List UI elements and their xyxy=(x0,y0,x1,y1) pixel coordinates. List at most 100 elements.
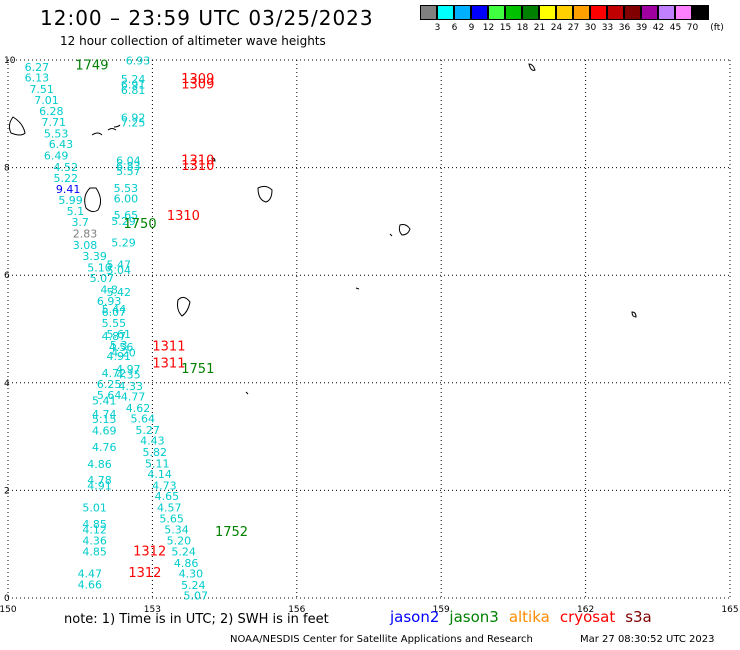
wave-height-value: 5.24 xyxy=(121,73,146,86)
wave-height-value: 5.64 xyxy=(131,413,156,426)
wave-height-value: 4.12 xyxy=(82,523,107,536)
wave-height-value: 4.72 xyxy=(102,367,127,380)
wave-height-value: 5.22 xyxy=(54,172,79,185)
color-swatch xyxy=(573,5,590,20)
wave-height-value: 3.39 xyxy=(82,250,107,263)
axis-tick-labels: 150 153 156 159 162 165 0 2 4 6 8 10 xyxy=(0,56,739,615)
wave-height-value: 5.29 xyxy=(111,237,136,250)
wave-height-value: 5.99 xyxy=(58,194,83,207)
wave-height-value: 5.55 xyxy=(102,317,127,330)
wave-height-value: 4.78 xyxy=(87,474,112,487)
wave-height-value: 6.83 xyxy=(116,160,141,173)
wave-height-value: 4.74 xyxy=(92,408,117,421)
wave-height-value: 6.13 xyxy=(25,72,50,85)
y-tick-label: 6 xyxy=(4,271,10,281)
y-tick-label: 4 xyxy=(4,379,10,389)
wave-height-value: 6.00 xyxy=(114,193,139,206)
wave-height-value: 6.93 xyxy=(126,54,151,67)
pass-time-label: 1312 xyxy=(128,566,161,581)
color-units-label: (ft) xyxy=(710,23,724,33)
island-outline xyxy=(84,187,102,213)
wave-height-value: 4.56 xyxy=(109,341,134,354)
color-swatch xyxy=(556,5,573,20)
wave-height-value: 4.30 xyxy=(179,568,204,581)
color-swatch xyxy=(539,5,556,20)
color-tick-label: 21 xyxy=(533,23,546,33)
wave-height-value: 4.33 xyxy=(118,380,143,393)
pass-time-label: 1310 xyxy=(167,209,200,224)
wave-height-value: 5.42 xyxy=(106,286,131,299)
color-swatch xyxy=(437,5,454,20)
color-swatch xyxy=(471,5,488,20)
page-subtitle: 12 hour collection of altimeter wave hei… xyxy=(60,34,326,48)
island-outline xyxy=(631,311,637,318)
wave-height-value: 4.14 xyxy=(147,468,172,481)
wave-height-value: 4.20 xyxy=(111,346,136,359)
wave-height-value: 4.86 xyxy=(87,458,112,471)
map-grid xyxy=(7,59,731,599)
y-tick-label: 10 xyxy=(4,56,16,66)
color-swatch xyxy=(505,5,522,20)
x-tick-label: 150 xyxy=(0,605,17,615)
wave-height-value: 5.11 xyxy=(145,457,170,470)
pass-time-label: 1312 xyxy=(133,544,166,559)
pass-time-label: 1749 xyxy=(75,59,108,74)
satellite-legend-item: jason2 xyxy=(390,608,440,626)
wave-height-value: 5.07 xyxy=(183,590,208,603)
pass-time-label: 1310 xyxy=(181,159,214,174)
color-tick-label: 3 xyxy=(434,23,441,33)
pass-time-label: 1752 xyxy=(215,525,248,540)
pass-time-label: 1751 xyxy=(181,362,214,377)
wave-height-values: 6.276.137.517.016.287.715.536.436.494.52… xyxy=(25,54,208,602)
pass-time-label: 1311 xyxy=(152,357,185,372)
wave-height-value: 4.65 xyxy=(155,490,180,503)
x-tick-label: 162 xyxy=(577,605,594,615)
color-swatch xyxy=(641,5,658,20)
wave-height-value: 5.15 xyxy=(92,413,117,426)
wave-height-value: 5.61 xyxy=(106,328,131,341)
wave-height-value: 4.87 xyxy=(102,330,127,343)
color-tick-label: 6 xyxy=(451,23,458,33)
wave-height-value: 7.71 xyxy=(41,116,66,129)
color-tick-label: 12 xyxy=(482,23,495,33)
wave-height-value: 5.10 xyxy=(87,261,112,274)
wave-height-value: 6.91 xyxy=(121,79,146,92)
wave-height-value: 4.91 xyxy=(87,479,112,492)
wave-height-value: 6.27 xyxy=(25,61,50,74)
pass-time-label: 1309 xyxy=(181,72,214,87)
wave-height-value: 6.04 xyxy=(116,154,141,167)
wave-height-value: 5.34 xyxy=(164,523,189,536)
color-swatch xyxy=(607,5,624,20)
island-outline xyxy=(177,296,191,317)
x-tick-label: 159 xyxy=(433,605,450,615)
wave-height-value: 4.62 xyxy=(126,402,151,415)
island-outline xyxy=(91,124,121,136)
color-swatch xyxy=(590,5,607,20)
y-tick-label: 2 xyxy=(4,486,10,496)
island-outlines xyxy=(8,63,637,395)
wave-height-value: 4.8 xyxy=(100,283,118,296)
color-tick-label: 30 xyxy=(584,23,597,33)
wave-height-value: 4.91 xyxy=(106,350,131,363)
color-swatch xyxy=(488,5,505,20)
wave-height-value: 3.08 xyxy=(73,239,98,252)
color-swatch xyxy=(692,5,709,20)
page-title: 12:00 – 23:59 UTC 03/25/2023 xyxy=(40,6,374,30)
color-swatch xyxy=(624,5,641,20)
wave-height-value: 6.92 xyxy=(121,111,146,124)
wave-height-value: 5.07 xyxy=(90,272,115,285)
island-outline xyxy=(528,63,536,71)
color-tick-label: 27 xyxy=(567,23,580,33)
color-tick-label: 39 xyxy=(635,23,648,33)
wave-height-value: 5.24 xyxy=(171,545,196,558)
satellite-legend: jason2 jason3 altika cryosat s3a xyxy=(390,608,662,626)
wave-height-value: 4.57 xyxy=(157,501,182,514)
wave-height-value: 4.66 xyxy=(78,578,103,591)
wave-height-value: 5.01 xyxy=(82,501,107,514)
wave-height-value: 4.47 xyxy=(78,568,103,581)
wave-height-value: 5.20 xyxy=(167,535,192,548)
wave-height-value: 4.36 xyxy=(82,535,107,548)
color-tick-label: 33 xyxy=(601,23,614,33)
wave-height-value: 4.85 xyxy=(82,518,107,531)
island-outline xyxy=(398,224,411,236)
